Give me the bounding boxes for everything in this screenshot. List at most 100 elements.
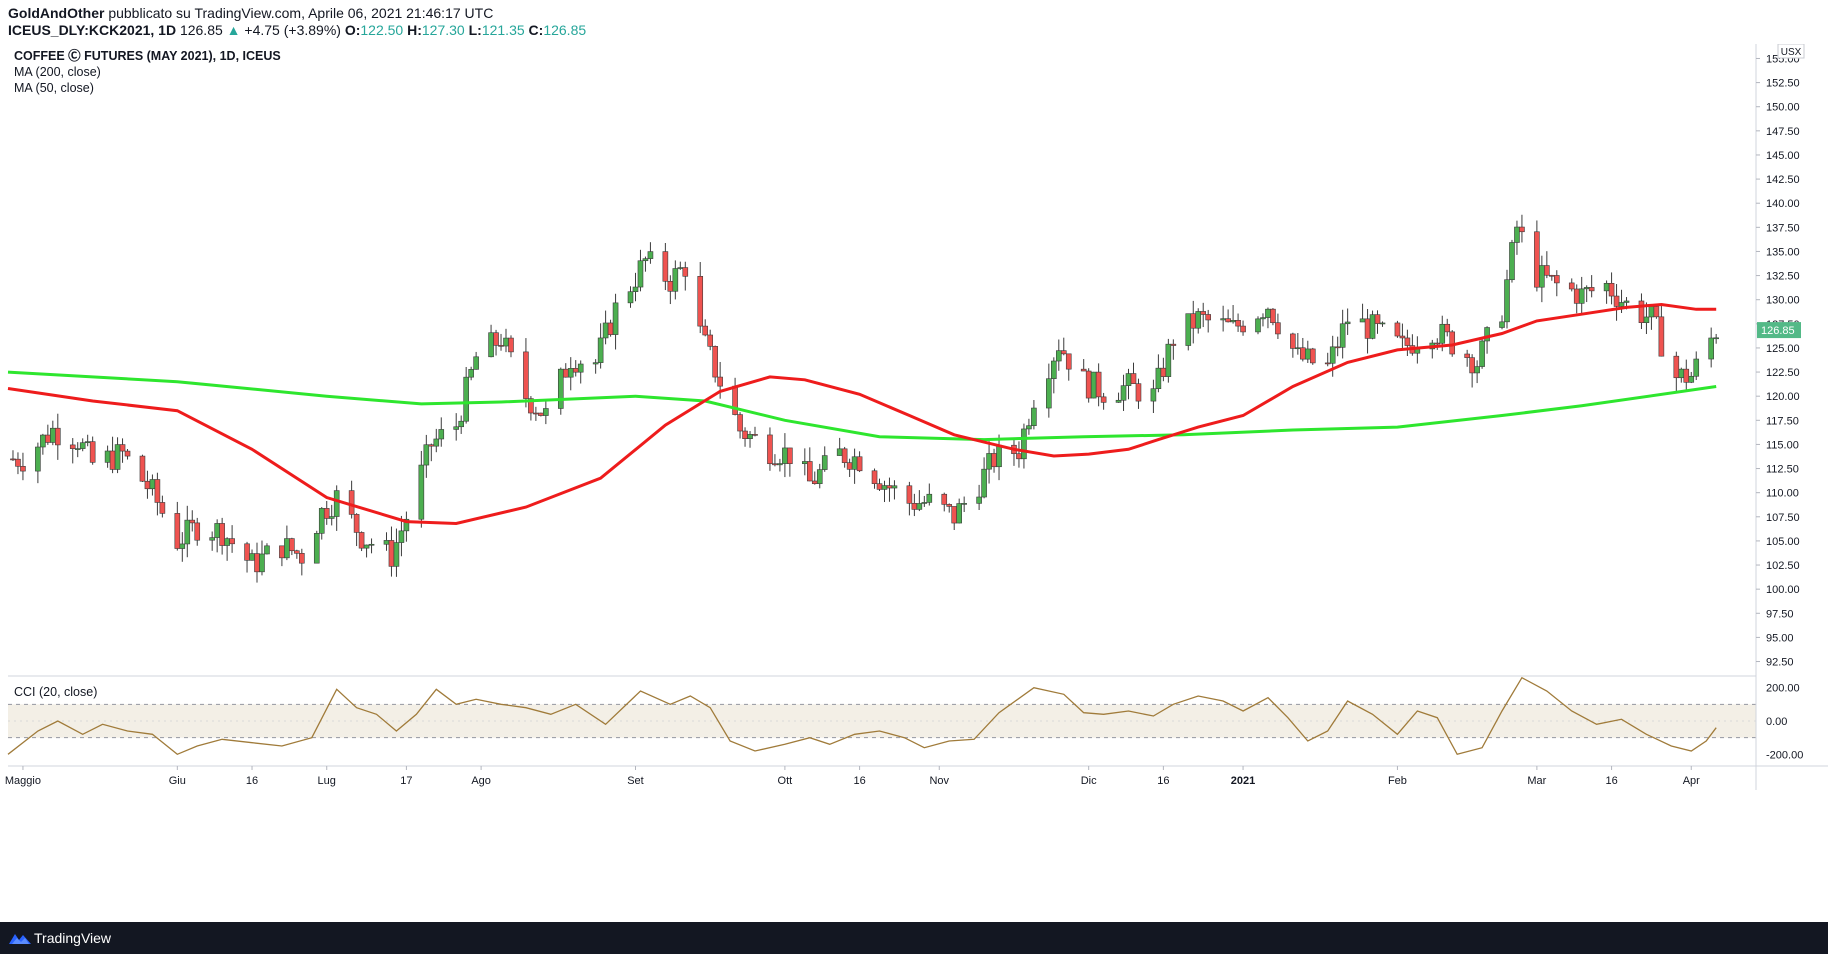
candle-body (816, 469, 823, 485)
time-tick-label: Mar (1527, 775, 1546, 787)
candle-body (1185, 313, 1192, 346)
candle-body (1190, 313, 1197, 329)
candle-body (1514, 226, 1520, 243)
price-tick-label: 112.50 (1766, 464, 1799, 476)
time-tick-label: Ott (778, 775, 793, 787)
candle-body (1309, 348, 1316, 364)
candle-body (1394, 322, 1401, 337)
candle-body (1255, 318, 1261, 333)
candle-body (543, 408, 549, 416)
candle-body (1095, 371, 1102, 398)
price-tick-label: 137.50 (1766, 222, 1800, 234)
candle-body (35, 446, 41, 472)
candle-body (348, 490, 355, 515)
price-chart-svg[interactable]: 155.00152.50150.00147.50145.00142.50140.… (0, 43, 1828, 922)
cci-tick-label: 0.00 (1766, 716, 1787, 728)
open-label: O: (344, 22, 361, 38)
candle-body (607, 322, 614, 335)
candle-body (423, 444, 430, 466)
candle-body (1339, 323, 1346, 348)
candle-body (836, 448, 843, 456)
price-tick-label: 122.50 (1766, 367, 1800, 379)
candle-body (1683, 368, 1690, 383)
candle-body (1479, 340, 1485, 367)
candle-body (647, 251, 654, 259)
candle-body (1329, 346, 1336, 364)
candle-body (916, 503, 923, 510)
price-tick-label: 120.00 (1766, 391, 1800, 403)
candle-body (299, 553, 305, 564)
candle-body (981, 468, 987, 498)
candle-body (772, 463, 778, 466)
candle-body (991, 453, 997, 468)
candle-body (1230, 320, 1236, 323)
candle-body (528, 398, 534, 414)
candle-body (941, 493, 948, 505)
price-tick-label: 107.50 (1766, 512, 1800, 524)
candle-body (209, 537, 215, 541)
candle-body (1688, 375, 1695, 383)
cci-band (8, 704, 1756, 738)
candle-body (1270, 308, 1276, 324)
price-tick-label: 130.00 (1766, 295, 1800, 307)
candle-body (1125, 373, 1132, 386)
candle-body (806, 461, 813, 482)
currency-badge[interactable] (1777, 43, 1805, 59)
candle-body (1708, 337, 1714, 360)
last-price: 126.85 (179, 22, 223, 38)
published-text: pubblicato su TradingView.com, Aprile 06… (108, 5, 494, 21)
candle-body (1026, 425, 1032, 430)
cci-tick-label: -200.00 (1766, 749, 1803, 761)
candle-body (1643, 316, 1650, 323)
time-tick-label: Maggio (5, 775, 41, 787)
chart-header: GoldAndOther pubblicato su TradingView.c… (0, 0, 1828, 44)
tradingview-logo-icon[interactable] (8, 930, 32, 946)
chart-area[interactable]: 155.00 152.50 150.00 147.50 145.00 142.50 140.… (0, 43, 1828, 922)
candle-body (84, 441, 91, 443)
candle-body (313, 533, 320, 564)
candle-body (871, 470, 878, 484)
candle-body (284, 538, 290, 559)
candle-body (747, 434, 753, 440)
candle-body (1573, 288, 1580, 304)
candle-body (1539, 265, 1545, 288)
candle-body (1080, 368, 1087, 372)
candle-body (224, 538, 230, 546)
price-tick-label: 110.00 (1766, 488, 1799, 500)
legend-ma50: MA (50, close) (14, 81, 94, 95)
publication-info: GoldAndOther pubblicato su TradingView.c… (8, 5, 493, 21)
candle-body (891, 485, 898, 489)
time-tick-label: Set (627, 775, 644, 787)
candle-body (851, 456, 858, 470)
tradingview-brand[interactable]: TradingView (34, 930, 112, 946)
candle-body (956, 503, 962, 524)
candle-body (1170, 343, 1177, 346)
candle-body (1608, 282, 1615, 297)
candle-body (1374, 314, 1381, 324)
time-tick-label: 17 (400, 775, 412, 787)
candle-body (1130, 373, 1137, 384)
ohlc-summary: ICEUS_DLY:KCK2021, 1D 126.85 ▲ +4.75 (+3… (8, 22, 586, 38)
author-name[interactable]: GoldAndOther (8, 5, 105, 21)
candle-body (109, 450, 116, 470)
candle-body (45, 434, 51, 443)
time-tick-label: Lug (318, 775, 336, 787)
time-tick-label: Giu (169, 775, 186, 787)
price-tick-label: 132.50 (1766, 271, 1800, 283)
candle-body (149, 479, 156, 490)
candle-body (1046, 378, 1052, 409)
candle-body (124, 450, 131, 457)
time-tick-label: 16 (1605, 775, 1617, 787)
candle-body (1300, 347, 1306, 360)
candle-body (289, 538, 295, 552)
candle-body (1509, 242, 1515, 281)
candle-body (1469, 357, 1475, 374)
candle-body (1065, 353, 1072, 370)
candle-body (951, 506, 958, 524)
legend-cci: CCI (20, close) (14, 685, 97, 699)
candle-body (363, 544, 370, 549)
candle-body (488, 332, 494, 358)
candle-body (393, 542, 400, 567)
candle-body (1120, 385, 1127, 401)
candle-body (89, 441, 96, 463)
